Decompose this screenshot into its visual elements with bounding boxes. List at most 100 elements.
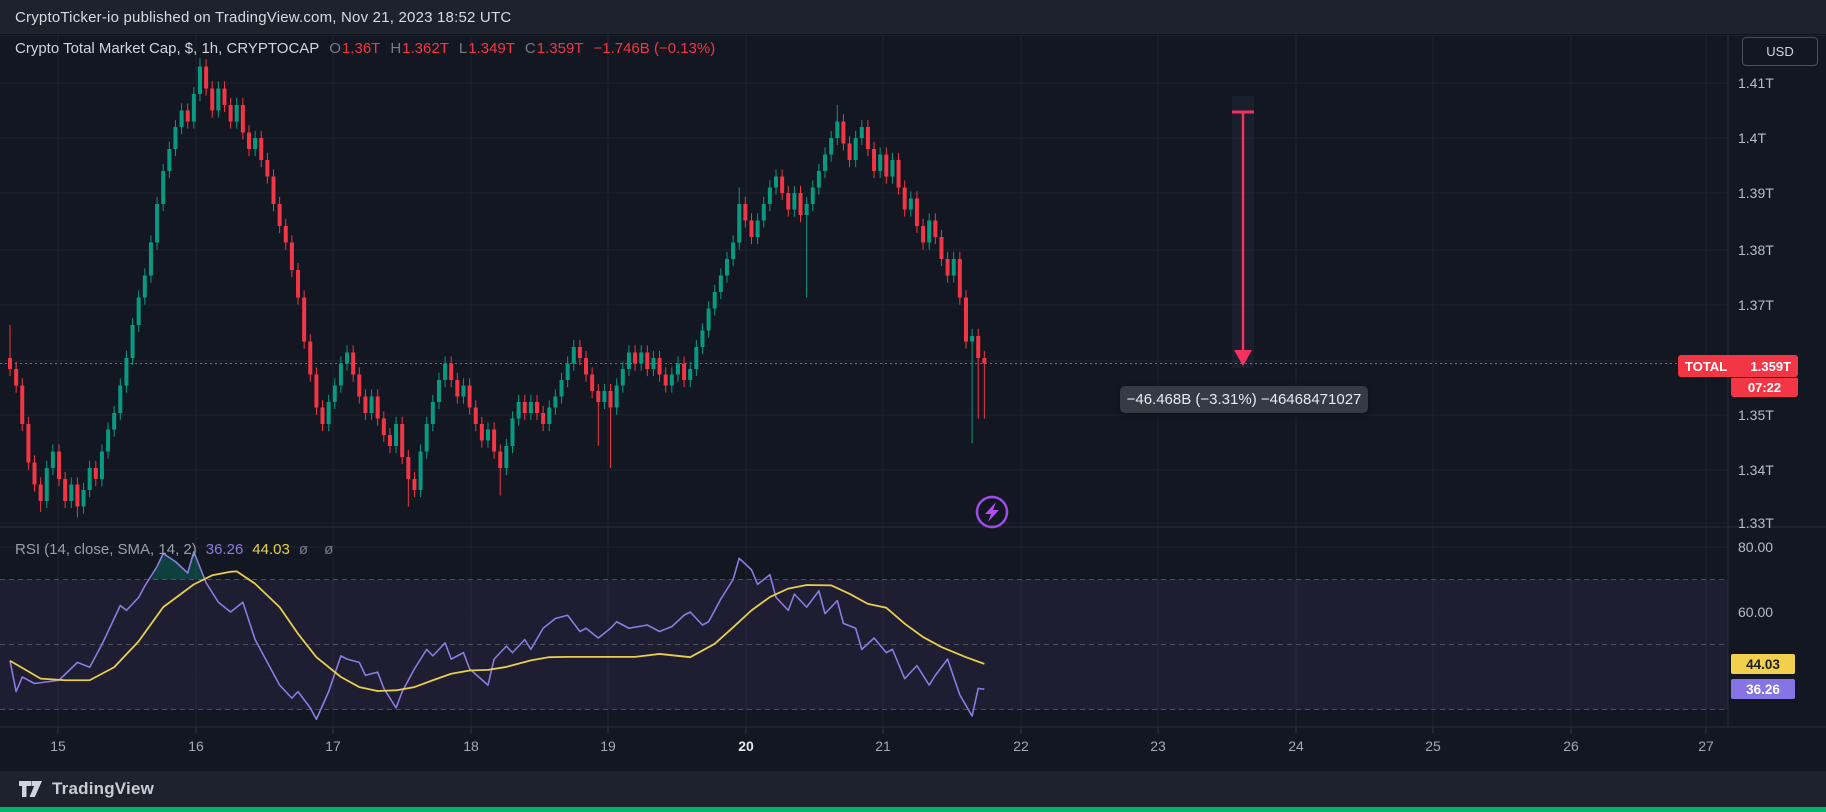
candle[interactable] — [626, 345, 631, 377]
candle[interactable] — [504, 438, 509, 476]
candle[interactable] — [357, 367, 362, 404]
candle[interactable] — [639, 345, 644, 371]
candle[interactable] — [430, 394, 435, 432]
candle[interactable] — [841, 114, 846, 151]
candle[interactable] — [308, 334, 313, 382]
candle[interactable] — [951, 251, 956, 283]
candle[interactable] — [148, 235, 153, 283]
candle[interactable] — [406, 449, 411, 507]
candle[interactable] — [326, 394, 331, 432]
candle[interactable] — [443, 356, 448, 388]
candle[interactable] — [351, 345, 356, 382]
candle[interactable] — [50, 444, 55, 476]
candle[interactable] — [571, 339, 576, 371]
candle[interactable] — [479, 416, 484, 448]
candle[interactable] — [737, 187, 742, 250]
candle[interactable] — [124, 350, 129, 393]
candle[interactable] — [44, 460, 49, 509]
candle[interactable] — [780, 169, 785, 201]
candle[interactable] — [394, 416, 399, 454]
candle[interactable] — [259, 130, 264, 168]
candle[interactable] — [823, 147, 828, 179]
candle[interactable] — [565, 356, 570, 388]
candle[interactable] — [14, 361, 19, 393]
candle[interactable] — [602, 383, 607, 410]
candle[interactable] — [75, 477, 80, 518]
candle[interactable] — [731, 235, 736, 267]
candle[interactable] — [210, 81, 215, 118]
candle[interactable] — [63, 471, 68, 509]
candle[interactable] — [455, 372, 460, 404]
candle[interactable] — [767, 180, 772, 212]
candle[interactable] — [878, 147, 883, 179]
candle[interactable] — [614, 378, 619, 415]
candle[interactable] — [69, 477, 74, 509]
candle[interactable] — [106, 422, 111, 459]
candle[interactable] — [774, 169, 778, 195]
candle[interactable] — [963, 290, 968, 349]
candle[interactable] — [755, 213, 760, 245]
candle[interactable] — [449, 356, 454, 388]
candle[interactable] — [798, 185, 803, 223]
candle[interactable] — [136, 290, 141, 333]
candle[interactable] — [142, 268, 147, 305]
candle[interactable] — [130, 317, 135, 366]
candle[interactable] — [277, 196, 282, 234]
candle[interactable] — [786, 185, 791, 217]
candle[interactable] — [418, 444, 423, 498]
candle[interactable] — [669, 367, 674, 393]
candle[interactable] — [369, 389, 374, 421]
candle[interactable] — [161, 163, 166, 212]
candle[interactable] — [216, 81, 221, 118]
candle[interactable] — [20, 378, 25, 432]
candle[interactable] — [234, 97, 239, 129]
candle[interactable] — [332, 378, 337, 410]
candle[interactable] — [155, 196, 160, 250]
rsi-legend[interactable]: RSI (14, close, SMA, 14, 2) 36.26 44.03 … — [15, 541, 339, 558]
candle[interactable] — [289, 235, 294, 278]
candle[interactable] — [338, 356, 343, 393]
candle[interactable] — [718, 268, 723, 300]
candle[interactable] — [559, 372, 564, 404]
measure-arrow-head[interactable] — [1234, 350, 1252, 366]
candle[interactable] — [541, 405, 546, 432]
symbol-legend[interactable]: Crypto Total Market Cap, $, 1h, CRYPTOCA… — [15, 40, 715, 57]
candle[interactable] — [204, 59, 209, 96]
candle[interactable] — [8, 325, 12, 377]
candle[interactable] — [498, 444, 503, 496]
candle[interactable] — [792, 185, 797, 217]
candle[interactable] — [296, 262, 301, 305]
candle[interactable] — [712, 284, 717, 316]
candle[interactable] — [577, 339, 582, 366]
rsi-sma-line[interactable] — [9, 570, 985, 692]
candle[interactable] — [859, 119, 864, 146]
candle[interactable] — [633, 345, 638, 371]
candle[interactable] — [620, 361, 625, 393]
candle[interactable] — [197, 58, 202, 102]
candle[interactable] — [191, 86, 196, 129]
candle[interactable] — [743, 196, 748, 228]
candle[interactable] — [314, 367, 319, 415]
candle[interactable] — [179, 103, 184, 135]
candle[interactable] — [228, 97, 233, 129]
candle[interactable] — [663, 367, 668, 393]
rsi-line[interactable] — [9, 551, 985, 721]
candle[interactable] — [57, 444, 62, 487]
candle[interactable] — [976, 328, 981, 419]
candle[interactable] — [381, 411, 386, 443]
candle[interactable] — [485, 422, 490, 448]
candle[interactable] — [608, 383, 613, 468]
candle[interactable] — [675, 356, 680, 382]
candlestick-series[interactable] — [8, 58, 987, 518]
candle[interactable] — [749, 213, 754, 245]
candle[interactable] — [914, 191, 919, 234]
candle[interactable] — [32, 455, 37, 492]
candle[interactable] — [584, 350, 589, 382]
candle[interactable] — [412, 471, 417, 498]
candle[interactable] — [222, 81, 227, 113]
candle[interactable] — [853, 130, 858, 168]
candle[interactable] — [467, 378, 472, 415]
candle[interactable] — [553, 389, 558, 415]
candle[interactable] — [694, 339, 699, 377]
candle[interactable] — [921, 218, 926, 250]
